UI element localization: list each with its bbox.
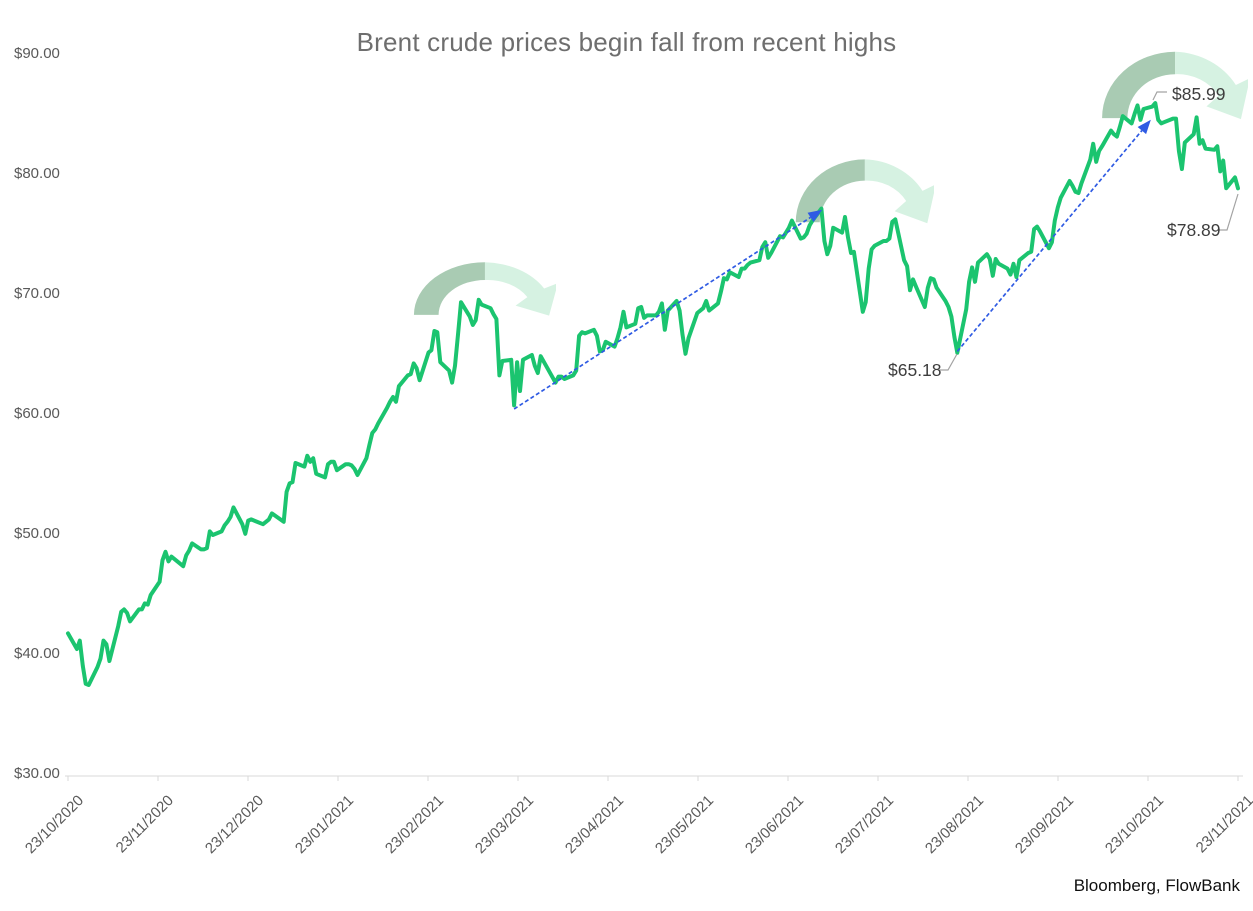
- annotation-trough-value: $65.18: [888, 360, 942, 380]
- price-line: [66, 101, 1240, 687]
- annotation-peak-value: $85.99: [1172, 84, 1226, 104]
- y-axis-tick-label: $80.00: [14, 165, 60, 182]
- x-axis: [65, 775, 1243, 781]
- fall-swoosh-icons: [413, 51, 1248, 316]
- y-axis-tick-label: $30.00: [14, 765, 60, 782]
- source-credit: Bloomberg, FlowBank: [1073, 876, 1240, 895]
- y-axis-tick-label: $60.00: [14, 405, 60, 422]
- y-axis-tick-label: $90.00: [14, 45, 60, 62]
- annotation-end-value: $78.89: [1167, 220, 1221, 240]
- y-axis-tick-label: $50.00: [14, 525, 60, 542]
- trend-arrows: [513, 119, 1151, 410]
- chart-title: Brent crude prices begin fall from recen…: [356, 27, 897, 57]
- annotation-leader-lines: [938, 91, 1239, 371]
- y-axis-tick-label: $70.00: [14, 285, 60, 302]
- y-axis-tick-label: $40.00: [14, 645, 60, 662]
